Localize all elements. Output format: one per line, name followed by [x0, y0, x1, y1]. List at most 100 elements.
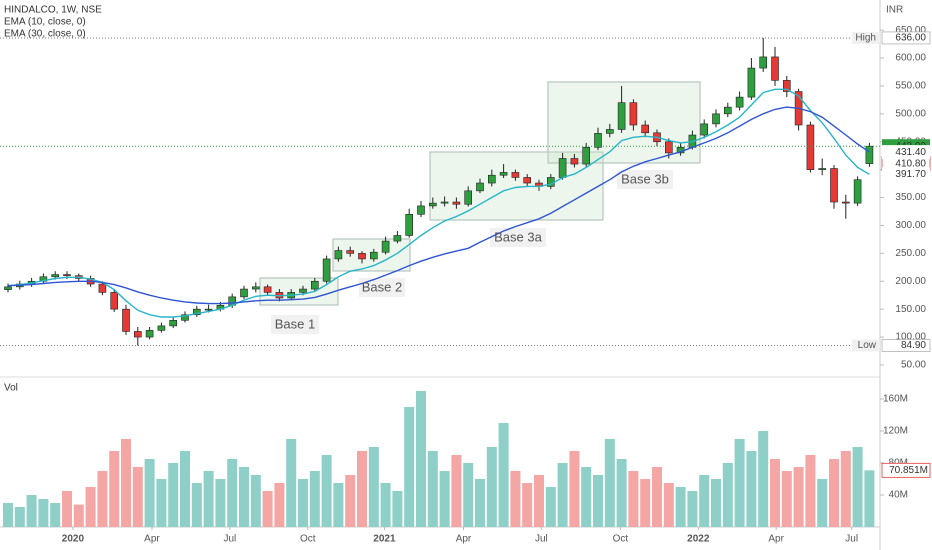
- ema-line: [7, 106, 870, 305]
- candle-body: [204, 308, 213, 311]
- volume-bar: [357, 451, 367, 527]
- label-box: [881, 462, 931, 478]
- candle-body: [605, 129, 614, 134]
- reference-value: 636.00: [895, 33, 926, 44]
- volume-bar: [239, 467, 249, 527]
- x-tick-label: 2022: [687, 534, 710, 545]
- volume-bar: [722, 463, 733, 527]
- candle-body: [122, 308, 130, 332]
- x-tick-label: Apr: [456, 534, 472, 545]
- volume-bar: [805, 455, 816, 527]
- volume-bar: [345, 475, 356, 527]
- volume-bar: [534, 475, 544, 527]
- volume-bar: [734, 439, 745, 527]
- volume-bar: [640, 479, 651, 527]
- candle-body: [452, 201, 461, 205]
- volume-bar: [852, 447, 863, 527]
- y-tick-label: 120M: [883, 426, 908, 437]
- volume-bar: [463, 463, 474, 527]
- volume-bar: [38, 499, 49, 527]
- candle-body: [381, 240, 390, 253]
- volume-bar: [380, 483, 391, 527]
- volume-bar: [62, 491, 72, 527]
- legend-entry: EMA (30, close, 0): [4, 29, 86, 40]
- y-tick-label: 250.00: [895, 248, 926, 259]
- candle-body: [4, 286, 12, 290]
- volume-bar: [746, 451, 757, 527]
- candle-body: [853, 179, 862, 204]
- candle-body: [664, 141, 673, 154]
- candle-body: [747, 67, 756, 98]
- x-tick-label: 2020: [62, 534, 85, 545]
- candle-body: [570, 158, 579, 165]
- candle-body: [759, 56, 768, 69]
- volume-bar: [14, 507, 25, 527]
- x-tick-label: Oct: [300, 534, 316, 545]
- volume-bar: [510, 471, 521, 527]
- candle-body: [771, 56, 779, 81]
- volume-bar: [250, 475, 261, 527]
- candle-body: [157, 325, 166, 331]
- label-box: [852, 31, 880, 44]
- y-tick-label: 200.00: [895, 276, 926, 287]
- volume-bar: [593, 475, 603, 527]
- candle-body: [110, 292, 118, 310]
- candle-body: [782, 80, 791, 92]
- candle-body: [487, 174, 496, 184]
- x-tick-label: Jul: [535, 534, 548, 545]
- candle-body: [263, 286, 272, 293]
- ema-label: 431.40: [895, 147, 926, 158]
- pane-title: Vol: [4, 383, 18, 394]
- candle-body: [806, 124, 815, 170]
- y-tick-label: 550.00: [895, 81, 926, 92]
- candle-body: [582, 147, 591, 165]
- candle-body: [145, 330, 154, 338]
- volume-bar: [262, 491, 273, 527]
- volume-label: 70.851M: [889, 465, 928, 476]
- volume-bar: [109, 451, 120, 527]
- candle-body: [428, 202, 437, 207]
- candle-body: [63, 274, 71, 276]
- volume-bar: [569, 451, 580, 527]
- candle-body: [181, 314, 189, 321]
- y-tick-label: 150.00: [895, 304, 926, 315]
- volume-bar: [416, 391, 426, 527]
- x-tick-label: Apr: [144, 534, 160, 545]
- candle-body: [98, 283, 107, 293]
- volume-bar: [3, 503, 13, 527]
- candle-body: [369, 251, 378, 260]
- volume-bar: [581, 467, 592, 527]
- ema-label: 391.70: [895, 169, 926, 180]
- volume-bar: [156, 479, 167, 527]
- annotation: Base 3b: [621, 171, 669, 186]
- candle-body: [334, 250, 343, 260]
- volume-bar: [286, 439, 297, 527]
- volume-bar: [73, 504, 84, 527]
- label-bg: [617, 170, 673, 189]
- candle-body: [865, 145, 874, 164]
- volume-bar: [298, 479, 308, 527]
- x-tick-label: Jul: [223, 534, 236, 545]
- candle-body: [193, 308, 201, 316]
- y-tick-label: 40M: [889, 490, 908, 501]
- candle-body: [558, 158, 567, 178]
- candle-body: [134, 331, 142, 338]
- label-bg: [359, 278, 405, 297]
- volume-bar: [439, 471, 450, 527]
- volume-bar: [97, 471, 108, 527]
- volume-bar: [392, 491, 403, 527]
- candle-body: [629, 102, 638, 126]
- candle-body: [252, 286, 260, 290]
- volume-bar: [368, 447, 379, 527]
- volume-bar: [26, 495, 37, 527]
- volume-bar: [557, 463, 568, 527]
- volume-bar: [545, 487, 556, 527]
- label-box: [882, 167, 930, 182]
- label-bg: [490, 228, 546, 247]
- volume-bar: [50, 503, 61, 527]
- legend-entry: EMA (10, close, 0): [4, 17, 86, 28]
- volume-bar: [121, 439, 131, 527]
- label-box: [882, 145, 930, 160]
- x-tick-label: Oct: [613, 534, 629, 545]
- candle-body: [299, 288, 307, 293]
